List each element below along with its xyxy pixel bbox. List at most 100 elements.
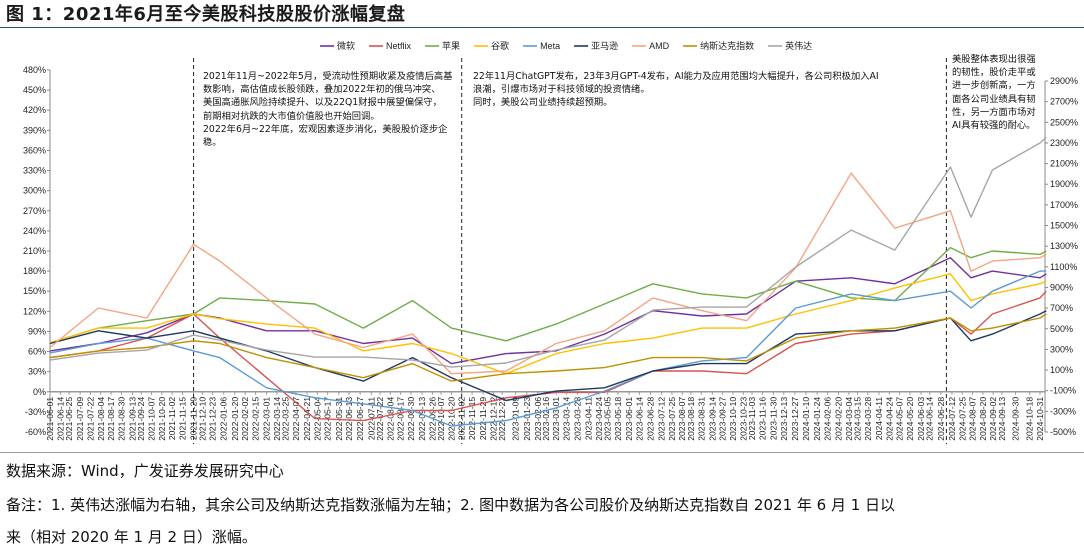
x-axis-tick-label: 2022-03-01 [262, 397, 272, 441]
right-axis-tick-label: 2900% [1050, 76, 1078, 86]
legend-label: AMD [649, 41, 670, 51]
series-line-亚马逊 [49, 310, 1047, 402]
x-axis-tick-label: 2022-02-02 [240, 397, 250, 441]
annotation-line: 数影响，高估值成长股领跌，叠加2022年初的俄乌冲突、 [203, 84, 441, 96]
x-axis-tick-label: 2022-08-17 [396, 397, 406, 441]
x-axis-tick-label: 2024-06-14 [925, 397, 935, 441]
x-axis-tick-label: 2023-07-12 [657, 397, 667, 441]
x-axis-tick-label: 2021-11-02 [167, 397, 177, 441]
series-line-AMD [49, 172, 1047, 375]
x-axis-tick-label: 2024-10-31 [1035, 397, 1045, 441]
annotation-2024: 美股整体表现出很强 的韧性，股价走平或 进一步创新高，一方 面各公司业绩具有韧 性，另一… [952, 53, 1036, 132]
left-axis-tick-label: 150% [23, 286, 46, 296]
x-axis-tick-label: 2021-09-24 [136, 397, 146, 441]
x-axis-tick-label: 2022-04-21 [302, 397, 312, 441]
x-axis-tick-label: 2023-06-01 [624, 397, 634, 441]
x-axis-tick-label: 2022-06-13 [344, 397, 354, 441]
legend-label: 苹果 [442, 40, 460, 51]
x-axis-tick-label: 2024-04-24 [884, 397, 894, 441]
x-axis-tick-label: 2022-06-27 [355, 397, 365, 441]
x-axis-tick-label: 2021-07-22 [85, 397, 95, 441]
right-axis-tick-label: 1500% [1050, 221, 1078, 231]
annotation-line: 稳。 [203, 137, 222, 149]
x-axis-tick-label: 2023-11-03 [747, 397, 757, 441]
x-axis-tick-label: 2024-09-13 [997, 397, 1007, 441]
right-axis-tick-label: 2700% [1050, 97, 1078, 107]
legend-label: 纳斯达克指数 [700, 40, 754, 51]
left-axis-tick-label: 300% [23, 186, 46, 196]
x-axis-tick-label: 2021-08-30 [116, 397, 126, 441]
annotation-line: 2021年11月~2022年5月，受流动性预期收紧及疫情后高基 [203, 71, 453, 82]
right-axis-tick-label: 700% [1050, 303, 1073, 313]
legend-label: Netflix [386, 41, 412, 51]
annotation-line: 美国高通胀风险持续提升、以及22Q1财报中展望偏保守， [203, 97, 442, 109]
left-axis-tick-label: 420% [23, 105, 46, 115]
x-axis-tick-label: 2023-07-25 [667, 397, 677, 441]
x-axis-tick-label: 2023-06-28 [646, 397, 656, 441]
x-axis-tick-label: 2024-07-25 [957, 397, 967, 441]
x-axis-tick-label: 2023-08-07 [677, 397, 687, 441]
annotation-line: 浪潮，引爆市场对于科技领域的投资情绪。 [473, 84, 650, 96]
x-axis-tick-label: 2023-02-06 [533, 397, 543, 441]
x-axis-tick-label: 2023-12-13 [779, 397, 789, 441]
annotation-line: 进一步创新高，一方 [952, 80, 1036, 92]
right-axis-tick-label: -300% [1050, 406, 1076, 416]
x-axis-tick-label: 2022-11-15 [467, 397, 477, 441]
x-axis-tick-label: 2024-05-07 [895, 397, 905, 441]
x-axis-tick-label: 2021-07-09 [75, 397, 85, 441]
legend-label: 亚马逊 [591, 41, 618, 51]
x-axis-tick-label: 2024-09-02 [988, 397, 998, 441]
x-axis-tick-label: 2023-10-23 [738, 397, 748, 441]
x-axis-tick-label: 2022-05-31 [334, 397, 344, 441]
right-axis-tick-label: 1700% [1050, 200, 1078, 210]
x-axis-tick-label: 2022-04-07 [291, 397, 301, 441]
x-axis-tick-label: 2021-08-17 [106, 397, 116, 441]
x-axis-tick-label: 2021-10-07 [147, 397, 157, 441]
left-axis-tick-label: 60% [28, 347, 46, 357]
annotation-chatgpt: 22年11月ChatGPT发布，23年3月GPT-4发布，AI能力及应用范围均大… [473, 70, 879, 110]
right-axis-tick-label: 2100% [1050, 159, 1078, 169]
left-axis-tick-label: -60% [25, 427, 46, 437]
x-axis-tick-label: 2024-09-30 [1010, 397, 1020, 441]
x-axis-tick-label: 2024-05-20 [905, 397, 915, 441]
x-axis-tick-label: 2022-03-25 [281, 397, 291, 441]
legend-label: 英伟达 [785, 40, 812, 51]
x-axis-tick-label: 2022-11-29 [478, 397, 488, 441]
x-axis-tick-label: 2022-01-20 [230, 397, 240, 441]
left-axis-tick-label: 90% [28, 326, 46, 336]
x-axis-tick-label: 2021-06-25 [64, 397, 74, 441]
legend-label: Meta [540, 41, 560, 51]
right-axis-tick-label: 100% [1050, 365, 1073, 375]
legend-label: 谷歌 [491, 40, 509, 51]
annotation-line: 的韧性，股价走平或 [952, 67, 1036, 79]
x-axis-tick-label: 2023-06-14 [634, 397, 644, 441]
right-axis-tick-label: 2500% [1050, 117, 1078, 127]
x-axis-tick-label: 2022-09-13 [417, 397, 427, 441]
x-axis-tick-label: 2023-11-16 [757, 397, 767, 441]
x-axis-tick-label: 2022-12-23 [497, 397, 507, 441]
annotation-line: 性，另一方面市场对 [952, 106, 1036, 118]
x-axis-tick-label: 2024-03-04 [844, 397, 854, 441]
x-axis-tick-label: 2022-12-12 [488, 397, 498, 441]
x-axis-tick-label: 2021-06-01 [45, 397, 55, 441]
x-axis-tick-label: 2024-01-24 [812, 397, 822, 441]
left-axis-tick-label: 120% [23, 306, 46, 316]
left-axis-tick-label: 180% [23, 266, 46, 276]
right-axis-tick-label: 1900% [1050, 179, 1078, 189]
series-line-谷歌 [49, 273, 1047, 375]
x-axis-tick-label: 2024-02-20 [834, 397, 844, 441]
x-axis-tick-label: 2021-11-15 [177, 397, 187, 441]
x-axis-tick-label: 2024-08-07 [968, 397, 978, 441]
x-axis-tick-label: 2023-05-05 [603, 397, 613, 441]
left-axis-tick-label: 240% [23, 226, 46, 236]
right-axis-tick-label: 500% [1050, 324, 1073, 334]
x-axis-tick-label: 2022-10-07 [436, 397, 446, 441]
x-axis-tick-label: 2022-08-30 [406, 397, 416, 441]
x-axis-tick-label: 2023-03-14 [561, 397, 571, 441]
x-axis-tick-label: 2021-08-04 [96, 397, 106, 441]
line-chart: -60% -30% 0% 30% 60% 90% 120% 150% 180% 210% 240% 2… [23, 40, 1078, 444]
left-axis-tick-label: 450% [23, 85, 46, 95]
right-axis-tick-label: 1300% [1050, 241, 1078, 251]
x-axis-tick-label: 2023-08-31 [696, 397, 706, 441]
left-axis-tick-label: 330% [23, 166, 46, 176]
